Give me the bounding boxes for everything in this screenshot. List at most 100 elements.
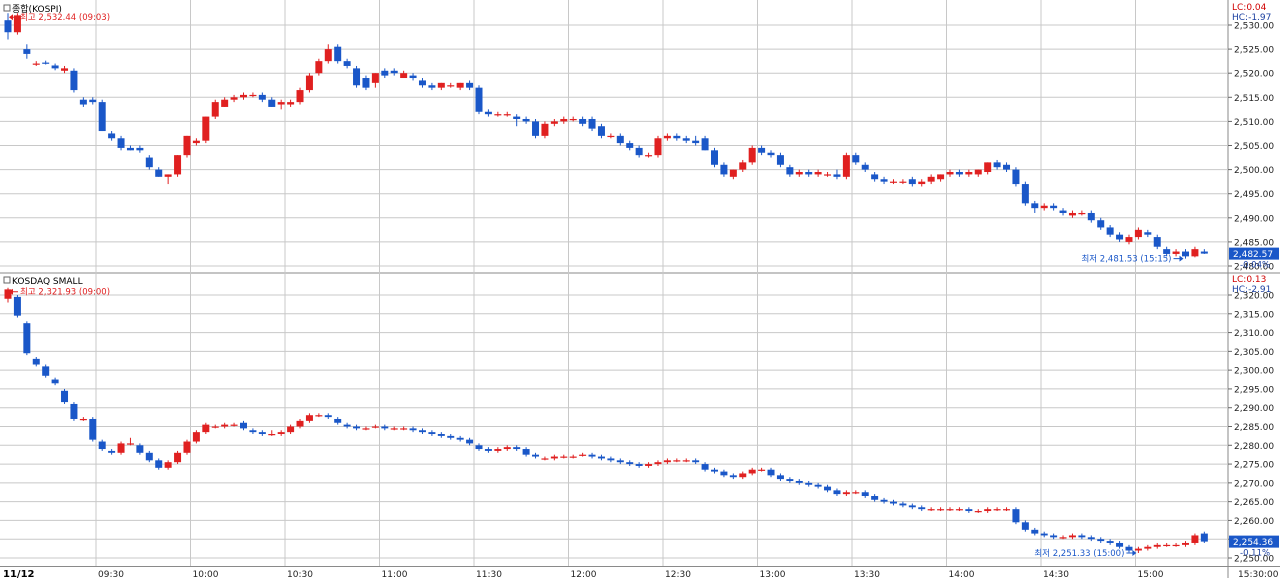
candle-body <box>1021 184 1029 204</box>
time-tick-label: 10:30 <box>287 570 313 578</box>
candle-body <box>871 496 879 500</box>
candle-body <box>824 486 832 491</box>
candle-body <box>842 155 850 177</box>
candle-body <box>249 430 257 433</box>
candle-body <box>626 462 634 465</box>
y-tick-label: 2,280.00 <box>1234 442 1274 452</box>
candle-body <box>513 447 521 450</box>
candle-body <box>503 447 511 450</box>
candle-body <box>974 511 982 513</box>
y-tick-label: 2,290.00 <box>1234 404 1274 414</box>
candle-body <box>1182 251 1189 257</box>
time-tick-label: 12:30 <box>665 570 691 578</box>
y-tick-label: 2,490.00 <box>1234 214 1274 224</box>
candle-body <box>456 82 464 88</box>
candle-body <box>701 464 709 470</box>
candle-body <box>663 460 671 463</box>
candle-body <box>61 68 69 71</box>
candle-body <box>1134 548 1142 551</box>
candle-body <box>183 441 191 453</box>
candle-body <box>654 138 662 156</box>
pane-title: KOSDAQ SMALL <box>12 277 83 287</box>
candle-body <box>334 46 342 62</box>
candle-body <box>1144 546 1152 549</box>
candle-body <box>579 454 587 456</box>
candle-body <box>437 434 445 436</box>
last-change-label: -0.04% <box>1240 261 1270 271</box>
candle-body <box>192 140 200 144</box>
candle-body <box>1050 205 1058 209</box>
candle-body <box>428 85 436 88</box>
candle-body <box>560 456 568 458</box>
y-tick-label: 2,250.00 <box>1234 555 1274 565</box>
y-tick-label: 2,525.00 <box>1234 46 1274 56</box>
candle-body <box>1040 205 1048 209</box>
candle-body <box>1059 210 1067 213</box>
candle-body <box>409 75 417 79</box>
y-tick-label: 2,270.00 <box>1234 479 1274 489</box>
candle-body <box>616 460 624 463</box>
candle-body <box>494 114 502 116</box>
candle-body <box>287 102 295 105</box>
candle-body <box>682 460 690 462</box>
candle-body <box>1125 237 1133 242</box>
candle-body <box>1012 169 1020 185</box>
candle-body <box>23 49 31 54</box>
candle-body <box>1003 164 1011 170</box>
candle-body <box>532 454 540 457</box>
candle-body <box>880 179 888 182</box>
candle-body <box>541 458 549 460</box>
candle-body <box>1087 537 1095 540</box>
y-tick-label: 2,305.00 <box>1234 348 1274 358</box>
high-annotation: 최고 2,532.44 (09:03) <box>20 12 110 23</box>
candle-body <box>296 90 304 103</box>
y-tick-label: 2,495.00 <box>1234 190 1274 200</box>
candle-body <box>51 65 59 69</box>
candle-body <box>475 87 483 112</box>
candle-body <box>729 475 737 478</box>
time-tick-label: 14:00 <box>949 570 975 578</box>
y-tick-label: 2,265.00 <box>1234 498 1274 508</box>
candle-body <box>569 118 577 121</box>
candle-body <box>466 439 474 444</box>
candle-body <box>240 94 247 98</box>
candle-body <box>136 147 144 151</box>
candle-body <box>287 426 295 433</box>
candle-body <box>1012 509 1020 523</box>
candle-body <box>324 49 332 62</box>
y-tick-label: 2,505.00 <box>1234 142 1274 152</box>
candle-body <box>1191 249 1199 257</box>
candle-body <box>522 449 530 455</box>
candle-body <box>240 422 247 429</box>
candle-body <box>145 452 153 461</box>
candle-body <box>1200 533 1208 542</box>
candle-body <box>795 480 803 483</box>
candle-body <box>42 366 50 376</box>
candle-body <box>579 118 587 124</box>
candle-body <box>89 99 97 103</box>
candle-body <box>1191 535 1199 543</box>
candle-body <box>381 70 389 76</box>
candle-body <box>993 162 1001 168</box>
candle-body <box>484 449 492 451</box>
time-tick-label: 14:30 <box>1043 570 1069 578</box>
candle-body <box>211 426 219 428</box>
candle-body <box>692 460 700 463</box>
candle-body <box>277 432 285 435</box>
candle-body <box>1068 535 1076 538</box>
candle-body <box>258 432 266 435</box>
candle-body <box>880 499 888 502</box>
candle-body <box>918 507 926 510</box>
high-annotation: 최고 2,321.93 (09:00) <box>20 287 110 298</box>
last-price-badge <box>1229 535 1279 548</box>
candle-body <box>362 78 370 88</box>
candle-body <box>51 379 59 384</box>
candle-body <box>155 460 163 468</box>
candle-body <box>70 403 78 419</box>
candle-body <box>174 452 182 463</box>
candle-body <box>1182 542 1189 545</box>
candle-body <box>824 174 832 176</box>
candle-body <box>164 462 172 468</box>
candle-body <box>852 155 860 163</box>
candle-body <box>871 174 879 180</box>
